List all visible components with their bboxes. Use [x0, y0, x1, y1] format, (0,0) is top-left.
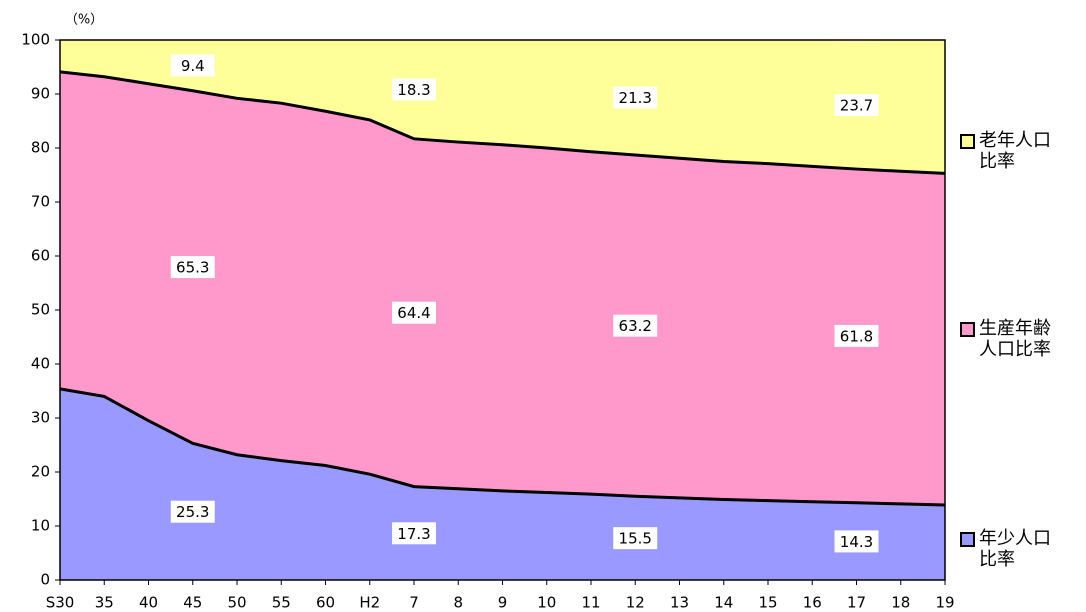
data-label: 14.3	[840, 533, 873, 551]
label-box	[170, 500, 215, 523]
x-tick-label: 13	[670, 594, 689, 612]
area	[60, 388, 945, 580]
x-tick-label: 35	[95, 594, 114, 612]
x-tick-label: 60	[316, 594, 335, 612]
data-label: 25.3	[176, 503, 209, 521]
legend-swatch	[960, 322, 975, 337]
y-tick-label: 40	[31, 355, 50, 373]
x-tick-label: H2	[359, 594, 380, 612]
area	[60, 71, 945, 505]
y-tick-label: 10	[31, 517, 50, 535]
label-box	[392, 301, 436, 324]
x-tick-label: 7	[409, 594, 419, 612]
y-tick-label: 70	[31, 193, 50, 211]
boundary-line	[59, 70, 946, 175]
y-tick-label: 60	[31, 247, 50, 265]
label-box	[170, 256, 215, 279]
label-box	[613, 527, 658, 550]
label-box	[170, 54, 215, 77]
x-tick-label: 17	[847, 594, 866, 612]
x-tick-label: 19	[935, 594, 954, 612]
legend-label: 老年人口比率	[979, 130, 1051, 172]
x-tick-label: S30	[46, 594, 75, 612]
x-tick-label: 14	[714, 594, 733, 612]
legend-swatch	[960, 532, 975, 547]
y-tick-label: 20	[31, 463, 50, 481]
x-tick-label: 45	[183, 594, 202, 612]
legend-label: 年少人口比率	[979, 528, 1051, 570]
x-tick-label: 55	[272, 594, 291, 612]
x-tick-label: 8	[453, 594, 463, 612]
x-tick-label: 16	[803, 594, 822, 612]
y-tick-label: 90	[31, 85, 50, 103]
data-label: 15.5	[619, 530, 652, 548]
label-box	[834, 94, 879, 117]
y-tick-label: 30	[31, 409, 50, 427]
x-tick-label: 12	[626, 594, 645, 612]
label-box	[834, 324, 879, 347]
y-unit: （%）	[65, 13, 103, 28]
y-tick-label: 80	[31, 139, 50, 157]
data-label: 64.4	[397, 304, 430, 322]
data-label: 63.2	[619, 317, 652, 335]
x-tick-label: 9	[498, 594, 508, 612]
data-label: 18.3	[397, 81, 430, 99]
x-tick-label: 11	[581, 594, 600, 612]
legend-label: 生産年齢人口比率	[979, 318, 1051, 360]
boundary-line	[59, 387, 946, 507]
y-tick-label: 0	[40, 571, 50, 589]
area	[60, 40, 945, 174]
data-label: 65.3	[176, 259, 209, 277]
label-box	[392, 78, 436, 101]
x-tick-label: 15	[758, 594, 777, 612]
x-tick-label: 50	[227, 594, 246, 612]
label-box	[613, 86, 658, 109]
x-tick-label: 18	[891, 594, 910, 612]
data-label: 17.3	[397, 525, 430, 543]
data-label: 61.8	[840, 327, 873, 345]
legend-item: 老年人口比率	[960, 130, 1055, 172]
label-box	[392, 522, 436, 545]
data-label: 21.3	[619, 89, 652, 107]
data-label: 23.7	[840, 97, 873, 115]
legend-swatch	[960, 134, 975, 149]
data-label: 9.4	[181, 57, 205, 75]
x-tick-label: 40	[139, 594, 158, 612]
legend-item: 生産年齢人口比率	[960, 318, 1055, 360]
x-tick-label: 10	[537, 594, 556, 612]
y-tick-label: 50	[31, 301, 50, 319]
y-tick-label: 100	[21, 31, 50, 49]
label-box	[834, 530, 879, 553]
legend-item: 年少人口比率	[960, 528, 1055, 570]
label-box	[613, 314, 658, 337]
